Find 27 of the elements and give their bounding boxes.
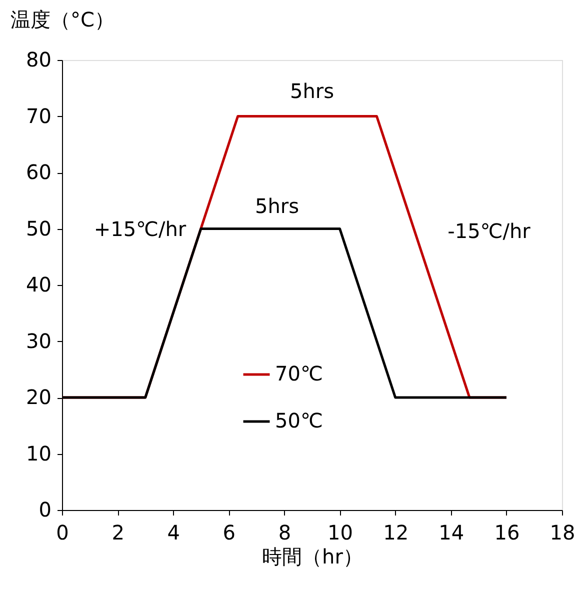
x-tick-label: 14 (438, 520, 464, 544)
annotation: 5hrs (290, 79, 334, 103)
legend-label: 70℃ (275, 362, 323, 386)
annotation: 5hrs (254, 194, 300, 218)
x-tick-label: 12 (383, 520, 409, 544)
x-tick-label: 16 (494, 520, 520, 544)
y-tick-label: 80 (26, 48, 52, 72)
y-tick-label: 60 (26, 160, 52, 184)
x-tick-label: 18 (550, 520, 576, 544)
y-tick-label: 20 (26, 385, 52, 409)
x-tick-label: 0 (56, 520, 69, 544)
annotation: +15℃/hr (94, 217, 187, 241)
x-axis-title: 時間（hr） (262, 544, 363, 568)
y-tick-label: 10 (26, 441, 52, 466)
y-axis-title: 温度（°C） (10, 8, 114, 32)
x-tick-label: 8 (278, 520, 292, 544)
y-tick-label: 0 (38, 498, 52, 522)
y-tick-label: 70 (26, 104, 52, 128)
y-tick-label: 50 (26, 216, 52, 240)
x-tick-label: 6 (222, 520, 236, 544)
y-tick-label: 40 (26, 272, 52, 296)
x-tick-label: 4 (167, 520, 180, 544)
annotation: -15℃/hr (448, 219, 532, 243)
x-tick-label: 10 (328, 520, 354, 544)
x-tick-label: 2 (112, 520, 124, 544)
legend-label: 50℃ (275, 408, 323, 432)
y-tick-label: 30 (26, 328, 52, 353)
